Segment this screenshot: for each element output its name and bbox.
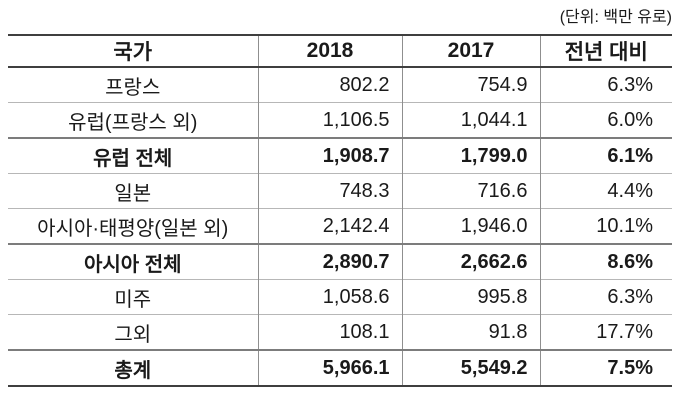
country-cell: 아시아·태평양(일본 외): [8, 208, 258, 244]
table-row: 유럽(프랑스 외) 1,106.5 1,044.1 6.0%: [8, 102, 672, 138]
table-row: 그외 108.1 91.8 17.7%: [8, 314, 672, 350]
column-header-country: 국가: [8, 35, 258, 68]
yoy-percent-cell: 10.1%: [539, 208, 672, 244]
yoy-percent-cell: 6.3%: [539, 67, 672, 103]
value-2017-cell: 716.6: [401, 173, 540, 209]
value-2018-cell: 108.1: [257, 314, 402, 350]
table-header-row: 국가 2018 2017 전년 대비: [8, 35, 672, 68]
value-2018-cell: 2,142.4: [257, 208, 402, 244]
table-total-row: 유럽 전체 1,908.7 1,799.0 6.1%: [8, 137, 672, 174]
yoy-percent-cell: 6.0%: [539, 102, 672, 138]
table-row: 미주 1,058.6 995.8 6.3%: [8, 279, 672, 315]
column-header-yoy: 전년 대비: [539, 35, 672, 68]
table-row: 아시아·태평양(일본 외) 2,142.4 1,946.0 10.1%: [8, 208, 672, 244]
table-row: 일본 748.3 716.6 4.4%: [8, 173, 672, 209]
yoy-percent-cell: 8.6%: [539, 243, 672, 280]
revenue-by-region-table: 국가 2018 2017 전년 대비 프랑스 802.2 754.9 6.3% 유럽(프랑스 …: [8, 34, 672, 387]
value-2018-cell: 802.2: [257, 67, 402, 103]
value-2017-cell: 1,946.0: [401, 208, 540, 244]
yoy-percent-cell: 17.7%: [539, 314, 672, 350]
value-2017-cell: 2,662.6: [401, 243, 540, 280]
value-2018-cell: 1,058.6: [257, 279, 402, 315]
value-2017-cell: 1,799.0: [401, 137, 540, 174]
table-row: 프랑스 802.2 754.9 6.3%: [8, 67, 672, 103]
value-2018-cell: 748.3: [257, 173, 402, 209]
yoy-percent-cell: 6.3%: [539, 279, 672, 315]
table-body: 프랑스 802.2 754.9 6.3% 유럽(프랑스 외) 1,106.5 1,044.1…: [8, 67, 672, 386]
country-cell: 그외: [8, 314, 258, 350]
value-2018-cell: 1,908.7: [257, 137, 402, 174]
country-cell: 일본: [8, 173, 258, 209]
country-cell: 유럽(프랑스 외): [8, 102, 258, 138]
country-cell: 유럽 전체: [8, 137, 258, 174]
country-cell: 총계: [8, 349, 258, 386]
table-total-row: 아시아 전체 2,890.7 2,662.6 8.6%: [8, 243, 672, 280]
yoy-percent-cell: 4.4%: [539, 173, 672, 209]
yoy-percent-cell: 6.1%: [539, 137, 672, 174]
value-2018-cell: 5,966.1: [257, 349, 402, 386]
value-2017-cell: 1,044.1: [401, 102, 540, 138]
page: (단위: 백만 유로) 국가 2018 2017 전년 대비 프랑스 802.2 754.…: [8, 9, 672, 387]
yoy-percent-cell: 7.5%: [539, 349, 672, 386]
country-cell: 미주: [8, 279, 258, 315]
value-2018-cell: 1,106.5: [257, 102, 402, 138]
value-2017-cell: 754.9: [401, 67, 540, 103]
column-header-2018: 2018: [257, 35, 402, 68]
value-2018-cell: 2,890.7: [257, 243, 402, 280]
country-cell: 아시아 전체: [8, 243, 258, 280]
column-header-2017: 2017: [401, 35, 540, 68]
unit-note: (단위: 백만 유로): [559, 9, 672, 26]
country-cell: 프랑스: [105, 76, 161, 99]
value-2017-cell: 5,549.2: [401, 349, 540, 386]
table-header: 국가 2018 2017 전년 대비: [8, 35, 672, 68]
value-2017-cell: 91.8: [401, 314, 540, 350]
value-2017-cell: 995.8: [401, 279, 540, 315]
table-total-row: 총계 5,966.1 5,549.2 7.5%: [8, 349, 672, 386]
